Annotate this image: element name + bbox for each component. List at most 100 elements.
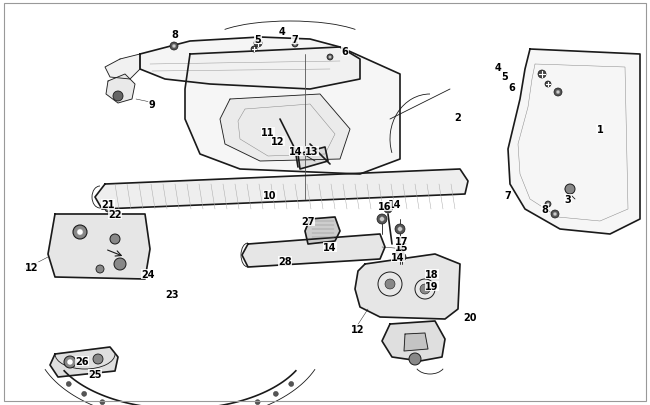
Circle shape — [554, 89, 562, 97]
Polygon shape — [242, 234, 385, 267]
Circle shape — [73, 226, 87, 239]
Circle shape — [329, 57, 332, 59]
Circle shape — [420, 284, 430, 294]
Text: 12: 12 — [25, 262, 39, 272]
Text: 6: 6 — [508, 83, 515, 93]
Circle shape — [545, 82, 551, 88]
Text: 3: 3 — [565, 194, 571, 205]
Circle shape — [545, 202, 551, 207]
Text: 14: 14 — [323, 243, 337, 252]
Circle shape — [107, 208, 109, 211]
Circle shape — [398, 251, 402, 254]
Text: 1: 1 — [597, 125, 603, 135]
Circle shape — [384, 205, 392, 213]
Text: 14: 14 — [391, 252, 405, 262]
Circle shape — [82, 391, 86, 396]
Text: 20: 20 — [463, 312, 476, 322]
Polygon shape — [220, 95, 350, 162]
Circle shape — [551, 211, 559, 218]
Text: 4: 4 — [495, 63, 501, 73]
Text: 10: 10 — [263, 190, 277, 200]
Circle shape — [398, 227, 402, 232]
Circle shape — [386, 208, 390, 211]
Text: 8: 8 — [541, 205, 549, 215]
Circle shape — [398, 254, 406, 261]
Text: 22: 22 — [109, 209, 122, 220]
Circle shape — [565, 185, 575, 194]
Circle shape — [67, 359, 73, 365]
Text: 7: 7 — [504, 190, 512, 200]
Text: 2: 2 — [454, 113, 462, 123]
Polygon shape — [305, 217, 340, 244]
Text: 19: 19 — [425, 281, 439, 291]
Text: 24: 24 — [141, 269, 155, 279]
Text: 28: 28 — [278, 256, 292, 266]
Text: 9: 9 — [149, 100, 155, 110]
Polygon shape — [95, 170, 468, 209]
Circle shape — [395, 224, 405, 234]
Circle shape — [254, 40, 262, 48]
Text: 15: 15 — [395, 243, 409, 252]
Circle shape — [100, 400, 105, 405]
Circle shape — [547, 203, 549, 206]
Text: 6: 6 — [342, 47, 348, 57]
Text: 7: 7 — [292, 35, 298, 45]
Circle shape — [289, 382, 294, 386]
Text: 5: 5 — [255, 35, 261, 45]
Circle shape — [113, 92, 123, 102]
Text: 16: 16 — [378, 202, 392, 211]
Circle shape — [274, 391, 278, 396]
Text: 12: 12 — [271, 136, 285, 147]
Circle shape — [170, 43, 178, 51]
Circle shape — [77, 230, 83, 235]
Circle shape — [251, 47, 257, 53]
Polygon shape — [355, 254, 460, 319]
Text: 8: 8 — [172, 30, 179, 40]
Circle shape — [66, 382, 72, 386]
Circle shape — [292, 42, 298, 48]
Polygon shape — [298, 148, 328, 170]
Text: 25: 25 — [88, 369, 102, 379]
Polygon shape — [508, 50, 640, 234]
Circle shape — [105, 207, 111, 213]
Text: 13: 13 — [306, 147, 318, 157]
Text: 21: 21 — [101, 200, 115, 209]
Circle shape — [93, 354, 103, 364]
Text: 11: 11 — [261, 128, 275, 138]
Circle shape — [172, 45, 176, 49]
Circle shape — [409, 353, 421, 365]
Text: 4: 4 — [279, 27, 285, 37]
Circle shape — [114, 258, 126, 270]
Circle shape — [415, 279, 435, 299]
Polygon shape — [50, 347, 118, 377]
Circle shape — [378, 272, 402, 296]
Circle shape — [556, 91, 560, 94]
Polygon shape — [185, 48, 400, 175]
Text: 23: 23 — [165, 289, 179, 299]
Circle shape — [294, 44, 296, 46]
Circle shape — [538, 71, 546, 79]
Circle shape — [380, 217, 384, 222]
Circle shape — [255, 400, 260, 405]
Polygon shape — [48, 215, 150, 279]
Circle shape — [96, 265, 104, 273]
Text: 18: 18 — [425, 269, 439, 279]
Circle shape — [64, 356, 76, 368]
Circle shape — [400, 256, 404, 259]
Polygon shape — [140, 38, 360, 90]
Polygon shape — [105, 55, 140, 80]
Polygon shape — [382, 321, 445, 361]
Circle shape — [553, 213, 557, 216]
Text: 14: 14 — [388, 200, 402, 209]
Text: 14: 14 — [289, 147, 303, 157]
Polygon shape — [404, 333, 428, 351]
Text: 27: 27 — [301, 216, 315, 226]
Circle shape — [110, 234, 120, 244]
Circle shape — [385, 279, 395, 289]
Polygon shape — [106, 75, 135, 104]
Circle shape — [377, 215, 387, 224]
Text: 5: 5 — [502, 72, 508, 82]
Text: 26: 26 — [75, 356, 89, 366]
Text: 12: 12 — [351, 324, 365, 334]
Circle shape — [327, 55, 333, 61]
